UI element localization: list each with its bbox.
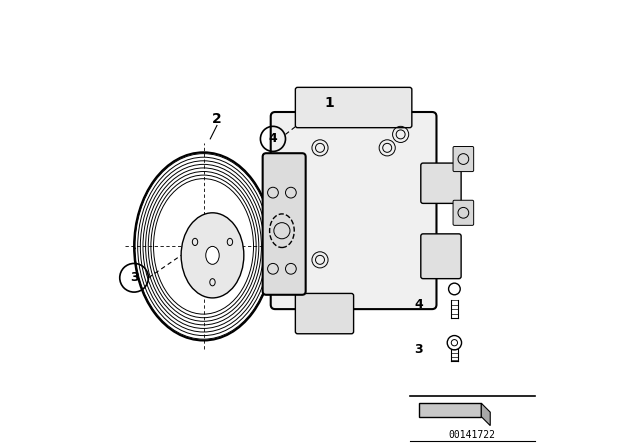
Text: 1: 1 [324,96,334,110]
FancyBboxPatch shape [271,112,436,309]
FancyBboxPatch shape [296,87,412,128]
Ellipse shape [206,246,220,264]
Text: 3: 3 [414,343,423,356]
Text: 2: 2 [212,112,222,126]
Text: 4: 4 [269,132,277,146]
Polygon shape [419,403,481,417]
FancyBboxPatch shape [453,146,474,172]
FancyBboxPatch shape [421,163,461,203]
Ellipse shape [181,213,244,298]
Polygon shape [481,403,490,426]
FancyBboxPatch shape [262,153,306,295]
Text: 4: 4 [414,298,423,311]
Text: 00141722: 00141722 [449,430,496,439]
FancyBboxPatch shape [296,293,353,334]
FancyBboxPatch shape [453,200,474,225]
Text: 3: 3 [130,271,138,284]
FancyBboxPatch shape [421,234,461,279]
